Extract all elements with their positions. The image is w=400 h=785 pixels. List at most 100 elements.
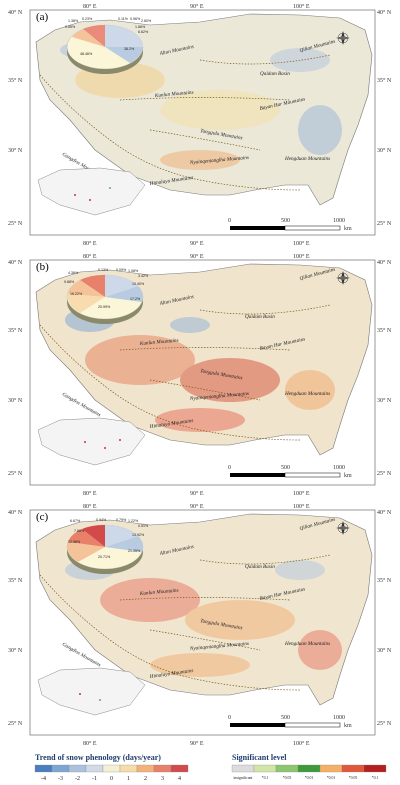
sig-tick-label: *0.05 (283, 776, 292, 780)
lat-tick: 35° N (377, 577, 392, 584)
pie-label: 10.40% (132, 282, 145, 286)
panel-c-map: (c) 80° E 90° E 100° E 80° E 90° E 100° … (8, 503, 392, 747)
lat-tick: 30° N (377, 147, 392, 154)
inset-map (37, 667, 146, 716)
trend-swatch (119, 764, 138, 773)
lon-tick: 80° E (83, 740, 97, 747)
trend-tick-label: -3 (58, 776, 63, 782)
pie-label: 12.58% (68, 540, 81, 544)
lon-tick: 100° E (293, 503, 310, 510)
pie-label: 6.62% (138, 30, 149, 34)
scale-label: 1000 (333, 715, 345, 721)
lat-tick: 25° N (377, 220, 392, 227)
pie-label: 0.79% (116, 518, 127, 522)
lat-tick: 30° N (8, 147, 23, 154)
trend-swatch (102, 764, 121, 773)
trend-colorbar (34, 764, 189, 773)
lon-tick: 90° E (190, 3, 204, 10)
panel-b-map: (b) 80° E 90° E 100° E 80° E 90° E 100° … (8, 253, 392, 497)
scale-unit: km (344, 473, 352, 479)
north-arrow-icon (336, 31, 350, 45)
mountain-label: Nyainqentanglha Mountains (189, 641, 250, 652)
sig-swatch (363, 764, 387, 773)
scale-label: 0 (228, 465, 231, 471)
lon-tick: 100° E (293, 740, 310, 747)
legend-svg: Trend of snow phenology (days/year) -4 -3… (34, 753, 387, 782)
trend-swatch (170, 764, 189, 773)
scale-unit: km (344, 226, 352, 232)
trend-tick-label: 4 (178, 776, 181, 782)
lon-tick: 90° E (190, 740, 204, 747)
trend-swatch (85, 764, 104, 773)
panel-c: (c) 80° E 90° E 100° E 80° E 90° E 100° … (0, 500, 400, 750)
lat-tick: 25° N (8, 720, 23, 727)
lat-tick: 40° N (377, 9, 392, 16)
lat-tick: 25° N (377, 470, 392, 477)
pie-label: 16.22% (70, 292, 83, 296)
inset-map (37, 167, 146, 216)
lon-tick: 90° E (190, 490, 204, 497)
trend-tick-label: 1 (127, 776, 130, 782)
pie-label: 3.42% (138, 274, 149, 278)
scale-label: 1000 (333, 465, 345, 471)
pie-label: 4.36% (68, 271, 79, 275)
scale-label: 500 (281, 218, 290, 224)
pie-label: 20.71% (98, 555, 111, 559)
lon-tick: 100° E (293, 253, 310, 260)
trend-swatch (153, 764, 172, 773)
north-arrow-icon (336, 271, 350, 285)
sig-colorbar (231, 764, 387, 773)
panel-label: (b) (36, 261, 49, 273)
lon-tick: 90° E (190, 240, 204, 247)
pie-label: 1.22% (128, 519, 139, 523)
pie-label: 1.08% (128, 269, 139, 273)
scale-label: 0 (228, 218, 231, 224)
pie-chart (66, 274, 144, 324)
pie-label: 6.67% (70, 519, 81, 523)
trend-tick-label: 0 (110, 776, 113, 782)
mountain-label: Qaidam Basin (245, 314, 275, 320)
lon-tick: 90° E (190, 253, 204, 260)
pie-label: 7.88% (74, 529, 85, 533)
inset-map (37, 417, 146, 466)
lon-tick: 100° E (293, 240, 310, 247)
panel-b: (b) 80° E 90° E 100° E 80° E 90° E 100° … (0, 250, 400, 500)
sig-swatch (275, 764, 299, 773)
scale-bar: 0 500 1000 km (228, 465, 352, 479)
sig-swatch (231, 764, 255, 773)
lon-tick: 80° E (83, 503, 97, 510)
lat-tick: 35° N (8, 577, 23, 584)
mountain-label: Kunlun Mountains (154, 90, 194, 99)
pie-label: 0.96% (130, 17, 141, 21)
sig-tick-label: *0.1 (262, 776, 269, 780)
pie-label: 0.23% (82, 17, 93, 21)
mountain-label: Kunlun Mountains (139, 338, 179, 347)
pie-label: 13.92% (132, 533, 145, 537)
trend-swatch (136, 764, 155, 773)
lat-tick: 40° N (377, 259, 392, 266)
pie-label: 0.51% (138, 524, 149, 528)
pie-label: 1.38% (68, 19, 79, 23)
lat-tick: 30° N (377, 647, 392, 654)
trend-tick-label: -2 (75, 776, 80, 782)
lat-tick: 40° N (8, 259, 23, 266)
lon-tick: 80° E (83, 490, 97, 497)
sig-swatch (253, 764, 277, 773)
legend: Trend of snow phenology (days/year) -4 -3… (0, 752, 400, 785)
lat-tick: 25° N (8, 220, 23, 227)
lat-tick: 40° N (377, 509, 392, 516)
trend-swatch (34, 764, 53, 773)
lat-tick: 30° N (377, 397, 392, 404)
mountain-label: Qaidam Basin (245, 564, 275, 570)
sig-tick-label: *0.05 (349, 776, 358, 780)
scale-label: 0 (228, 715, 231, 721)
pie-label: 48.46% (80, 52, 93, 56)
mountain-label: Nyainqentanglha Mountains (189, 155, 250, 166)
lon-tick: 100° E (293, 3, 310, 10)
trend-tick-label: -4 (41, 776, 46, 782)
mountain-label: Nyainqentanglha Mountains (189, 391, 250, 402)
trend-ticks: -4 -3 -2 -1 0 1 2 3 4 (41, 776, 181, 782)
pie-label: 20.99% (98, 305, 111, 309)
lat-tick: 30° N (8, 647, 23, 654)
panel-label: (a) (36, 11, 49, 23)
